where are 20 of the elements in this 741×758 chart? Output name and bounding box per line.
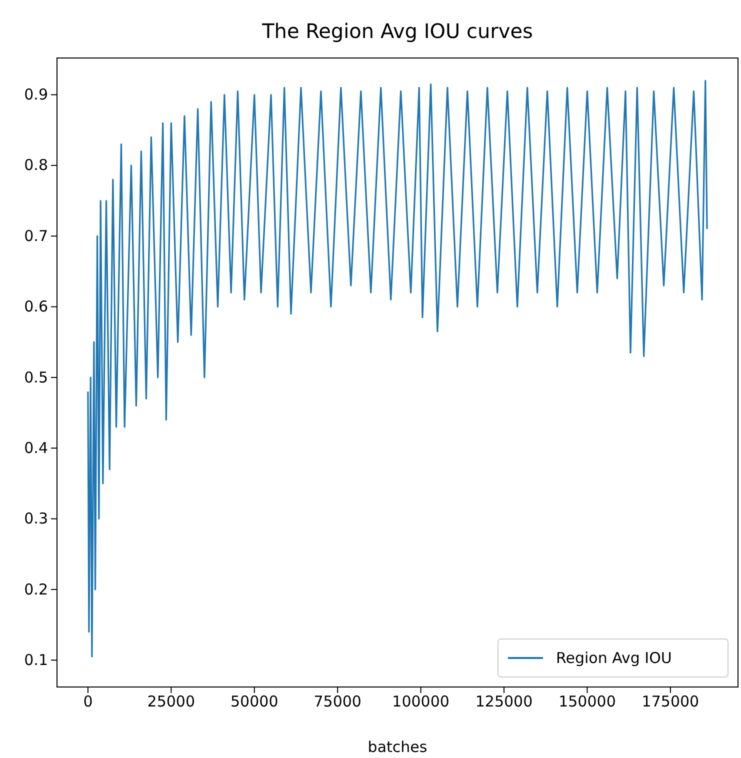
y-tick-label: 0.9 [24, 86, 48, 104]
y-tick-label: 0.4 [24, 438, 48, 457]
y-tick-label: 0.2 [24, 580, 48, 598]
x-tick-label: 150000 [558, 692, 616, 711]
x-tick-label: 25000 [147, 692, 196, 711]
y-tick-label: 0.7 [24, 226, 48, 245]
legend-label: Region Avg IOU [556, 649, 672, 667]
x-tick-label: 125000 [475, 692, 533, 711]
y-tick-label: 0.6 [24, 298, 48, 316]
x-tick-label: 0 [83, 692, 93, 711]
y-tick-label: 0.1 [24, 650, 48, 669]
x-tick-label: 50000 [230, 692, 278, 711]
y-tick-label: 0.8 [24, 156, 48, 174]
y-tick-label: 0.5 [24, 368, 48, 386]
x-tick-label: 75000 [314, 692, 362, 711]
y-tick-label: 0.3 [24, 510, 48, 528]
chart-title: The Region Avg IOU curves [261, 19, 533, 43]
x-axis-title: batches [368, 738, 428, 756]
x-tick-label: 175000 [642, 692, 700, 711]
x-tick-label: 100000 [392, 692, 450, 711]
